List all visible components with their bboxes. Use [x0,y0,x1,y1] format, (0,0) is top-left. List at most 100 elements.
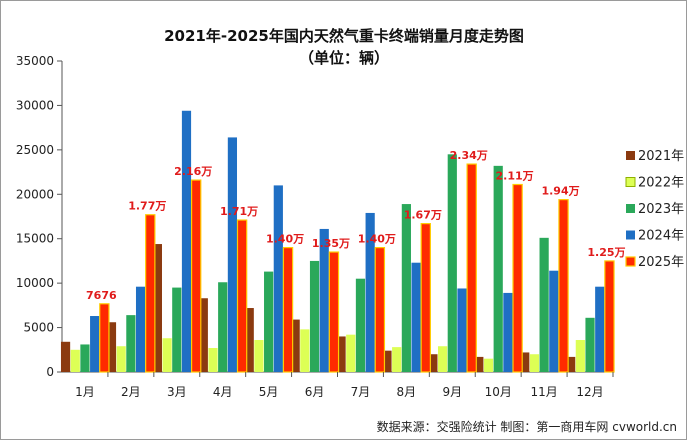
bar-2021年-8月 [382,350,392,372]
bar-2021年-6月 [290,319,300,372]
y-tick-label: 30000 [16,98,54,112]
bar-2021年-12月 [566,356,576,372]
bar-2022年-8月 [392,347,402,372]
bar-2021年-5月 [244,308,254,372]
legend-label: 2025年 [638,255,684,270]
bar-2023年-8月 [401,204,411,372]
legend-swatch [626,230,635,240]
legend: 2021年 2022年 2023年 2024年 2025年 [625,149,684,270]
bar-2022年-5月 [254,340,264,372]
y-tick-label: 5000 [23,321,54,335]
data-label: 2.34万 [450,149,488,162]
x-tick-label: 1月 [75,385,95,399]
x-tick-label: 6月 [305,385,325,399]
y-tick-label: 15000 [16,232,54,246]
legend-label: 2022年 [638,176,684,191]
x-tick-label: 10月 [485,385,512,399]
bar-2021年-9月 [428,354,438,372]
bar-2024年-4月 [227,137,238,372]
x-tick-label: 3月 [167,385,187,399]
data-label: 7676 [86,289,117,302]
bar-2025年-2月 [145,214,156,373]
bar-2022年-3月 [162,338,172,372]
x-ticks: 1月 2月 3月 4月 5月 6月 7月 8月 9月 10月 11月 12月 [75,372,614,399]
bar-2025年-4月 [236,219,248,373]
bar-2025年-6月 [328,251,340,373]
bar-2025年-7月 [374,247,386,373]
data-label: 1.25万 [587,246,625,259]
bar-2024年-8月 [411,262,421,372]
data-label: 1.77万 [128,200,166,213]
bar-2024年-2月 [135,286,146,372]
bar-2025年-5月 [282,247,294,373]
bar-2022年-6月 [300,329,310,372]
x-tick-label: 9月 [442,385,462,399]
y-tick-label: 0 [46,365,54,379]
bar-2022年-9月 [437,346,448,372]
bar-2023年-3月 [172,287,182,372]
bar-2022年-12月 [575,340,585,372]
bar-2023年-5月 [264,271,274,372]
y-ticks: 0 5000 10000 15000 20000 25000 30000 35000 [16,54,62,379]
legend-swatch [625,256,636,267]
data-label: 1.94万 [541,185,579,198]
y-tick-label: 35000 [16,54,54,68]
bar-2024年-3月 [181,110,192,372]
bar-2024年-12月 [595,286,605,372]
bar-2023年-9月 [447,154,457,372]
data-label: 2.11万 [496,170,534,183]
y-tick-label: 20000 [16,187,54,201]
chart-title: 2021年-2025年国内天然气重卡终端销量月度走势图 [164,27,524,45]
bar-2022年-10月 [483,358,494,372]
bar-2023年-10月 [493,165,503,372]
data-label: 1.71万 [220,205,258,218]
x-tick-label: 12月 [576,385,603,399]
bar-2024年-9月 [457,288,467,372]
legend-swatch [626,151,635,160]
bar-2022年-2月 [116,346,126,372]
bar-2025年-10月 [512,183,523,373]
x-tick-label: 2月 [121,385,141,399]
data-label: 1.40万 [358,233,396,246]
bar-2023年-7月 [355,278,366,372]
bar-2023年-2月 [126,315,136,372]
bar-2021年-3月 [152,244,162,372]
data-label: 1.67万 [404,209,442,222]
bar-2023年-12月 [585,317,595,372]
x-tick-label: 4月 [213,385,233,399]
bar-2024年-10月 [503,292,513,372]
bar-2021年-11月 [520,352,530,372]
bar-2022年-1月 [70,349,80,372]
bar-2021年-10月 [474,356,484,372]
x-tick-label: 7月 [351,385,371,399]
bar-2021年-7月 [336,336,346,372]
bar-2021年-4月 [198,298,208,372]
legend-label: 2023年 [638,202,684,217]
x-tick-label: 8月 [397,385,417,399]
data-labels: 7676 1.77万 2.16万 1.71万 1.40万 1.35万 1.40万 1.67万 2… [86,149,625,302]
bar-2021年-1月 [60,341,71,372]
chart-subtitle: （单位：辆） [299,49,389,67]
bar-2024年-1月 [90,316,100,372]
source-note: 数据来源：交强险统计 制图：第一商用车网 cvworld.cn [377,419,677,434]
bar-2024年-6月 [319,228,329,372]
bar-2025年-3月 [190,179,202,373]
legend-swatch [626,204,635,213]
bar-2024年-7月 [365,212,375,372]
bar-2025年-9月 [466,163,477,373]
bar-2025年-11月 [558,199,569,373]
bar-2021年-2月 [106,322,117,372]
bar-2025年-12月 [604,260,615,373]
legend-label: 2024年 [638,229,684,244]
x-tick-label: 11月 [530,385,557,399]
x-tick-label: 5月 [259,385,279,399]
bars [60,110,615,373]
data-label: 1.35万 [312,237,350,250]
bar-2024年-5月 [273,185,283,372]
y-tick-label: 25000 [16,143,54,157]
data-label: 1.40万 [266,233,304,246]
bar-2023年-11月 [539,237,549,372]
bar-2023年-6月 [309,260,320,372]
